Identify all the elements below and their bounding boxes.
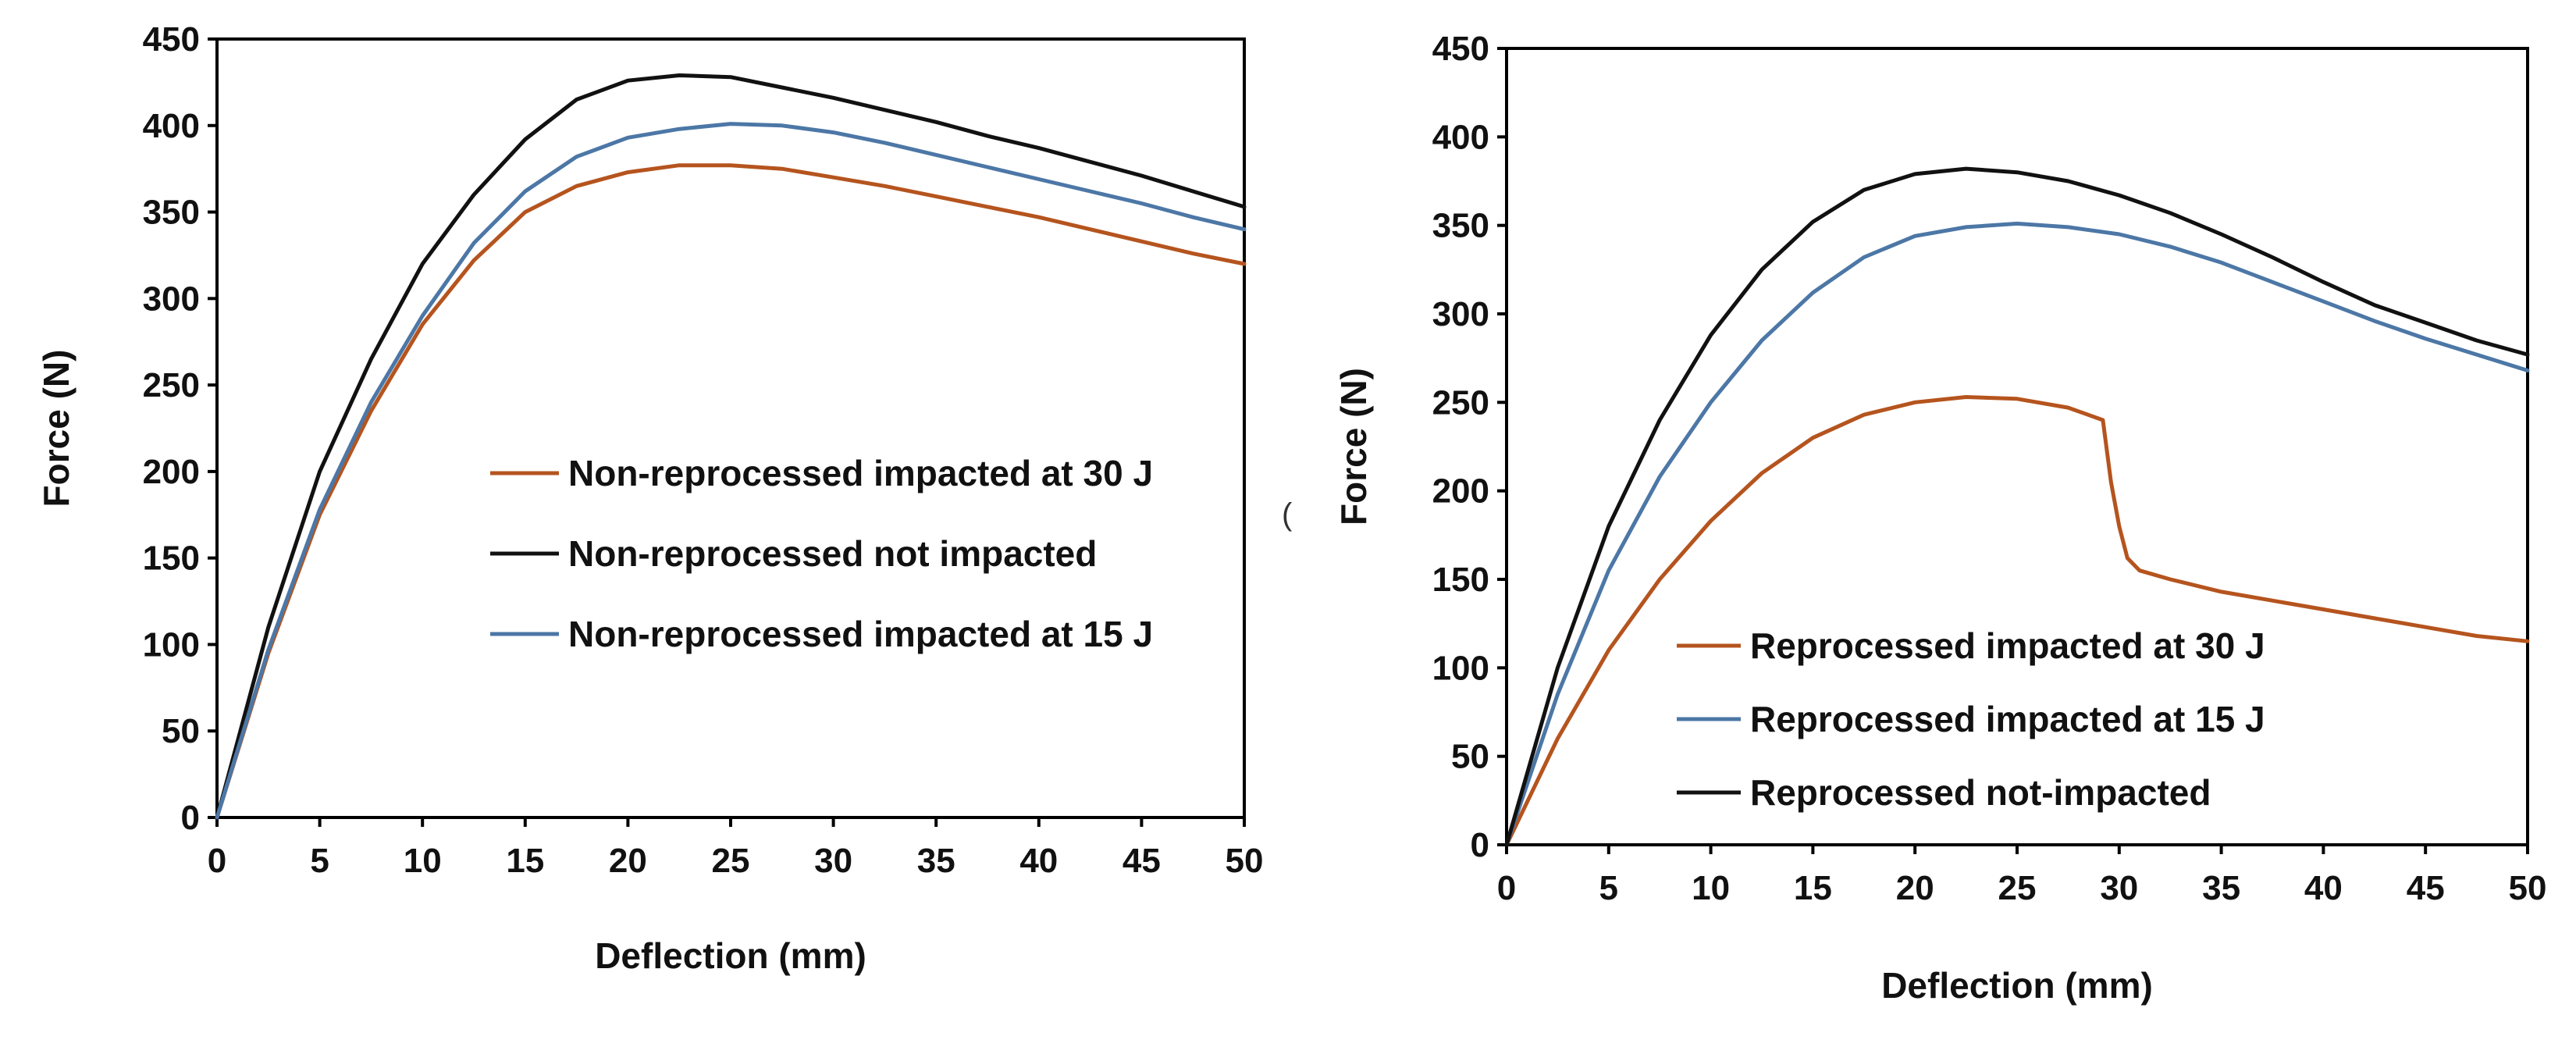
y-tick-label: 200 — [1432, 472, 1489, 511]
legend-label: Non-reprocessed not impacted — [568, 533, 1097, 574]
x-axis-title: Deflection (mm) — [1881, 965, 2153, 1006]
x-tick-label: 15 — [506, 842, 544, 880]
x-axis-title: Deflection (mm) — [595, 935, 866, 976]
stray-glyph: ( — [1282, 497, 1293, 532]
x-tick-label: 30 — [814, 842, 852, 880]
x-tick-label: 0 — [208, 842, 226, 880]
legend-label: Reprocessed impacted at 15 J — [1750, 699, 2265, 739]
legend-label: Non-reprocessed impacted at 30 J — [568, 453, 1153, 493]
x-tick-label: 5 — [310, 842, 329, 880]
y-tick-label: 200 — [143, 453, 200, 491]
x-tick-label: 30 — [2100, 869, 2138, 907]
legend-label: Reprocessed not-impacted — [1750, 772, 2211, 813]
x-tick-label: 25 — [712, 842, 750, 880]
x-tick-label: 15 — [1794, 869, 1832, 907]
y-tick-label: 450 — [143, 20, 200, 59]
y-axis-title: Force (N) — [1333, 368, 1374, 525]
left-chart: 0 50 100 150 200 250 300 350 400 450 0 5 10 15 20 25 30 3… — [36, 20, 1263, 976]
y-tick-label: 50 — [1451, 738, 1489, 776]
x-tick-label: 35 — [917, 842, 955, 880]
legend-label: Reprocessed impacted at 30 J — [1750, 625, 2265, 666]
right-chart: 0 50 100 150 200 250 300 350 400 450 0 5 10 15 20 25 30 3… — [1333, 30, 2546, 1006]
x-tick-label: 20 — [1896, 869, 1934, 907]
x-tick-label: 0 — [1497, 869, 1516, 907]
y-tick-label: 100 — [1432, 649, 1489, 687]
y-tick-label: 450 — [1432, 30, 1489, 68]
series-line — [215, 163, 1247, 820]
x-tick-label: 40 — [2304, 869, 2343, 907]
x-tick-label: 45 — [1123, 842, 1161, 880]
x-tick-label: 25 — [1998, 869, 2037, 907]
plot-frame — [215, 37, 1246, 819]
series-line — [1504, 395, 2530, 847]
x-tick-label: 45 — [2407, 869, 2445, 907]
y-tick-label: 250 — [1432, 383, 1489, 422]
series-line — [1504, 221, 2530, 847]
x-tick-label: 40 — [1019, 842, 1058, 880]
y-tick-label: 50 — [162, 712, 200, 750]
x-tick-label: 50 — [1226, 842, 1264, 880]
x-tick-label: 10 — [1692, 869, 1730, 907]
y-tick-label: 400 — [1432, 118, 1489, 156]
legend-label: Non-reprocessed impacted at 15 J — [568, 614, 1153, 654]
x-tick-label: 20 — [609, 842, 647, 880]
y-tick-label: 350 — [1432, 207, 1489, 245]
series-line — [1504, 166, 2530, 847]
y-tick-label: 150 — [143, 540, 200, 578]
y-tick-label: 0 — [1471, 826, 1489, 864]
y-tick-label: 150 — [1432, 561, 1489, 599]
x-tick-label: 35 — [2202, 869, 2240, 907]
y-tick-label: 300 — [1432, 295, 1489, 333]
x-tick-label: 50 — [2509, 869, 2547, 907]
y-tick-label: 300 — [143, 280, 200, 318]
y-tick-label: 0 — [181, 799, 200, 837]
y-tick-label: 100 — [143, 625, 200, 664]
x-tick-label: 5 — [1599, 869, 1618, 907]
series-line — [215, 122, 1247, 820]
x-tick-label: 10 — [404, 842, 442, 880]
y-tick-label: 250 — [143, 366, 200, 404]
y-tick-label: 350 — [143, 194, 200, 232]
series-line — [215, 73, 1247, 820]
y-tick-label: 400 — [143, 107, 200, 145]
y-axis-title: Force (N) — [36, 350, 76, 508]
